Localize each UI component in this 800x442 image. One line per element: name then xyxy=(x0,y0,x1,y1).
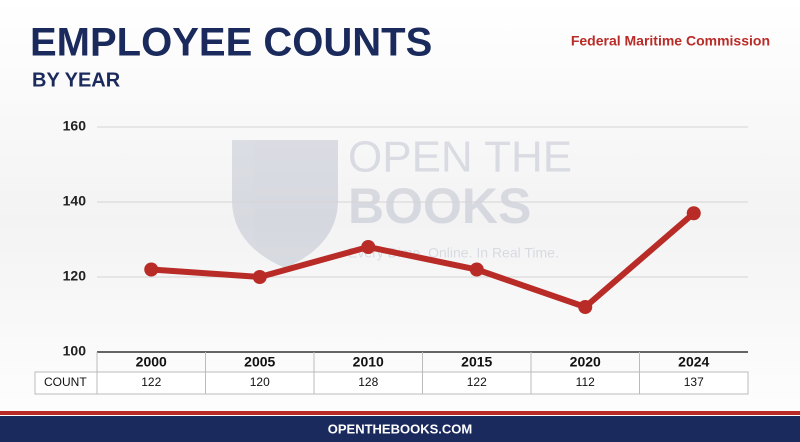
row-label: COUNT xyxy=(44,375,87,389)
y-tick-label: 160 xyxy=(63,118,87,134)
value-label: 120 xyxy=(250,375,270,389)
watermark: OPEN THE BOOKS Every Dime. Online. In Re… xyxy=(232,133,572,268)
chart-subtitle: BY YEAR xyxy=(32,69,121,91)
source-label: Federal Maritime Commission xyxy=(571,33,770,49)
point xyxy=(361,240,376,254)
point xyxy=(578,300,593,314)
value-label: 137 xyxy=(684,375,704,389)
x-tick-label: 2020 xyxy=(570,354,601,370)
value-label: 122 xyxy=(141,375,161,389)
x-tick-label: 2005 xyxy=(244,354,275,370)
point xyxy=(144,262,159,277)
x-tick-label: 2015 xyxy=(461,354,492,370)
point xyxy=(686,206,701,221)
point xyxy=(469,262,484,277)
line xyxy=(151,210,696,310)
value-label: 112 xyxy=(576,375,595,389)
x-tick-label: 2000 xyxy=(136,354,167,370)
x-tick-label: 2024 xyxy=(678,354,709,370)
chart-title: EMPLOYEE COUNTS xyxy=(30,21,432,65)
table-row xyxy=(34,371,749,395)
value-label: 122 xyxy=(467,375,487,389)
y-tick-label: 120 xyxy=(63,268,87,284)
watermark-shield xyxy=(232,140,338,268)
footer-bar xyxy=(0,416,800,442)
x-tick-label: 2010 xyxy=(353,354,384,370)
y-tick-label: 140 xyxy=(63,193,87,209)
watermark-text: OPEN THE xyxy=(348,133,572,182)
watermark-text: BOOKS xyxy=(348,178,531,234)
value-label: 128 xyxy=(358,375,378,389)
footer-stripe xyxy=(0,411,800,415)
y-tick-label: 100 xyxy=(63,343,87,359)
footer-text: OPENTHEBOOKS.COM xyxy=(328,421,472,436)
point xyxy=(252,270,267,284)
